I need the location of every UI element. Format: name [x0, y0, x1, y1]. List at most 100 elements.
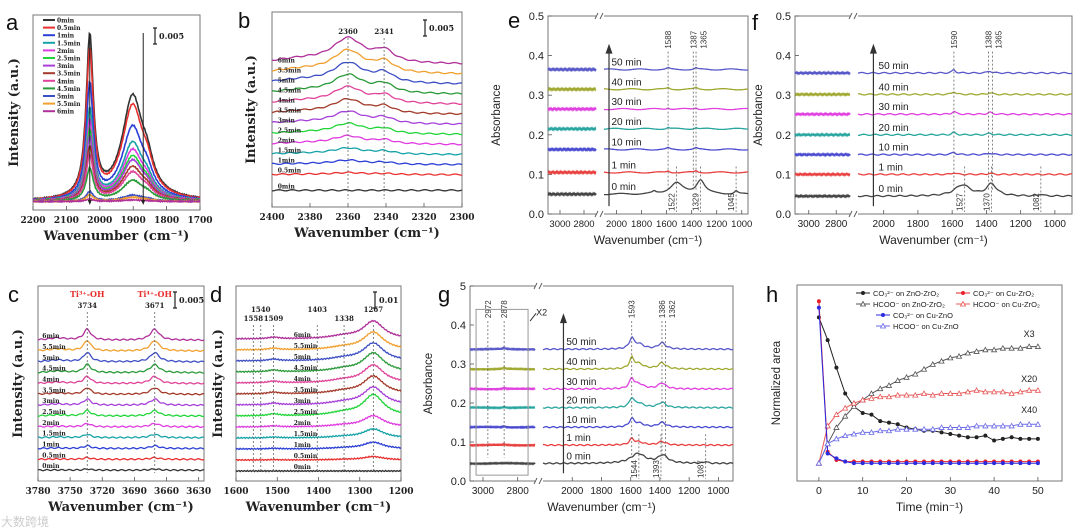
- data-point: [1035, 461, 1040, 466]
- data-point: [877, 427, 884, 434]
- peak-marker-label: 1386: [658, 300, 667, 318]
- x-tick-label: 1000: [707, 486, 730, 497]
- data-point: [894, 425, 901, 432]
- x-tick-label: 1800: [590, 486, 613, 497]
- trace-label: 5min: [278, 77, 296, 84]
- data-point: [938, 357, 945, 364]
- data-point: [929, 391, 936, 398]
- x-tick-label: 3660: [154, 487, 179, 497]
- data-point: [922, 461, 927, 466]
- legend-marker: [961, 291, 965, 295]
- arrowhead-icon: [869, 43, 877, 54]
- trace-label: 3.5min: [42, 387, 66, 394]
- axis-break-mark: [848, 210, 858, 218]
- data-point: [990, 346, 998, 353]
- plot-frame: [271, 11, 463, 208]
- panel-letter: h: [766, 282, 778, 307]
- trace-label: 6min: [278, 57, 296, 64]
- trace-label: 40 min: [879, 82, 909, 93]
- data-point: [999, 344, 1007, 351]
- peak-marker-label: 1388: [984, 30, 993, 48]
- x-axis-label: Wavenumber (cm⁻¹): [293, 226, 440, 241]
- spectrum-trace: [857, 69, 1073, 75]
- scale-bar: [153, 27, 157, 45]
- trace-label: 0min: [294, 464, 312, 471]
- legend-label: 5.5min: [57, 101, 81, 108]
- data-point: [929, 425, 936, 432]
- spectrum-trace: [604, 86, 749, 91]
- trace-label: 5.5min: [294, 343, 318, 350]
- peak-marker-label: 1362: [668, 300, 677, 318]
- x-tick-label: 1400: [975, 219, 998, 230]
- y-axis-label: Intensity (a.u.): [11, 329, 26, 438]
- trace-label: 0.5min: [42, 452, 66, 459]
- data-point: [1000, 461, 1005, 466]
- legend-label: CO₃²⁻ on ZnO-ZrO₂: [873, 289, 939, 298]
- axis-break-gap-top: [850, 14, 858, 18]
- peak-marker-label: 1338: [334, 314, 354, 323]
- trace-label: 0.5min: [294, 453, 318, 460]
- spectrum-trace: [794, 111, 851, 118]
- x-tick-label: 2000: [606, 219, 627, 230]
- trace-label: 20 min: [566, 396, 596, 407]
- peak-marker-label: 1365: [994, 30, 1003, 48]
- spectrum-trace: [547, 86, 597, 93]
- spectrum-trace: [271, 134, 463, 146]
- x-tick-label: 3000: [798, 219, 821, 230]
- y-tick-label: 0.0: [451, 476, 466, 488]
- spectrum-trace: [271, 110, 463, 126]
- trace-label: 30 min: [879, 102, 909, 113]
- trace-label: 4min: [42, 377, 60, 384]
- data-point: [955, 424, 963, 430]
- spectrum-trace: [37, 351, 205, 363]
- trace-label: 0min: [278, 183, 296, 190]
- trace-label: 5min: [42, 355, 60, 362]
- panel-letter: f: [752, 10, 759, 35]
- peak-marker-label: 1393: [652, 460, 661, 478]
- peak-marker-label: 3734: [78, 301, 98, 310]
- legend-label: 4.5min: [57, 86, 81, 93]
- data-point: [947, 390, 954, 396]
- data-point: [860, 410, 865, 415]
- spectrum-trace: [547, 126, 597, 132]
- data-point: [992, 438, 997, 443]
- peak-marker-label: 1588: [664, 30, 673, 48]
- spectrum-trace: [32, 47, 201, 201]
- inset-multiplier-label: X2: [536, 307, 547, 317]
- trace-label: 1 min: [612, 160, 636, 171]
- x-axis-label: Wavenumber (cm⁻¹): [245, 500, 392, 515]
- data-point: [859, 429, 866, 435]
- panel-g: g 3000 2800 2000 1800 1600 1400 1200 1000 Wavenum…: [423, 281, 734, 514]
- data-point: [920, 365, 928, 372]
- x-tick-label: 10: [857, 485, 869, 497]
- peak-marker-label: 1544: [630, 460, 639, 478]
- data-point: [878, 419, 883, 424]
- peak-marker-label: 1045: [727, 193, 736, 211]
- x-tick-label: 3690: [122, 487, 147, 497]
- panel-c: c 3780 3750 3720 3690 3660 3630 Wavenumber (cm⁻…: [8, 282, 211, 515]
- trace-label: 0min: [42, 463, 60, 470]
- legend-label: 1min: [57, 33, 75, 40]
- data-point: [1025, 386, 1033, 393]
- data-point: [868, 390, 875, 396]
- series-line: [818, 423, 1038, 464]
- legend-label: HCOO⁻ on ZnO-ZrO₂: [873, 300, 945, 309]
- panel-f: f 3000 2800 2000 1800 1600 1400 1200 1000 Wavenum…: [752, 10, 1073, 247]
- data-point: [842, 432, 849, 439]
- spectrum-trace: [235, 455, 402, 462]
- data-point: [999, 388, 1007, 395]
- data-point: [957, 433, 962, 438]
- spectrum-trace: [37, 363, 204, 374]
- spectrum-trace: [603, 66, 748, 71]
- x-tick-label: 2340: [373, 213, 398, 223]
- x-axis-label: Time (min⁻¹): [896, 500, 963, 514]
- panel-letter: g: [438, 282, 450, 307]
- data-point: [885, 427, 893, 434]
- data-point: [1000, 436, 1005, 441]
- x-tick-label: 3630: [186, 487, 211, 497]
- panel-letter: c: [8, 282, 19, 307]
- peak-marker-label: 1087: [697, 460, 706, 478]
- scale-bar-label: 0.005: [159, 31, 184, 41]
- x-tick-label: 1000: [731, 219, 752, 230]
